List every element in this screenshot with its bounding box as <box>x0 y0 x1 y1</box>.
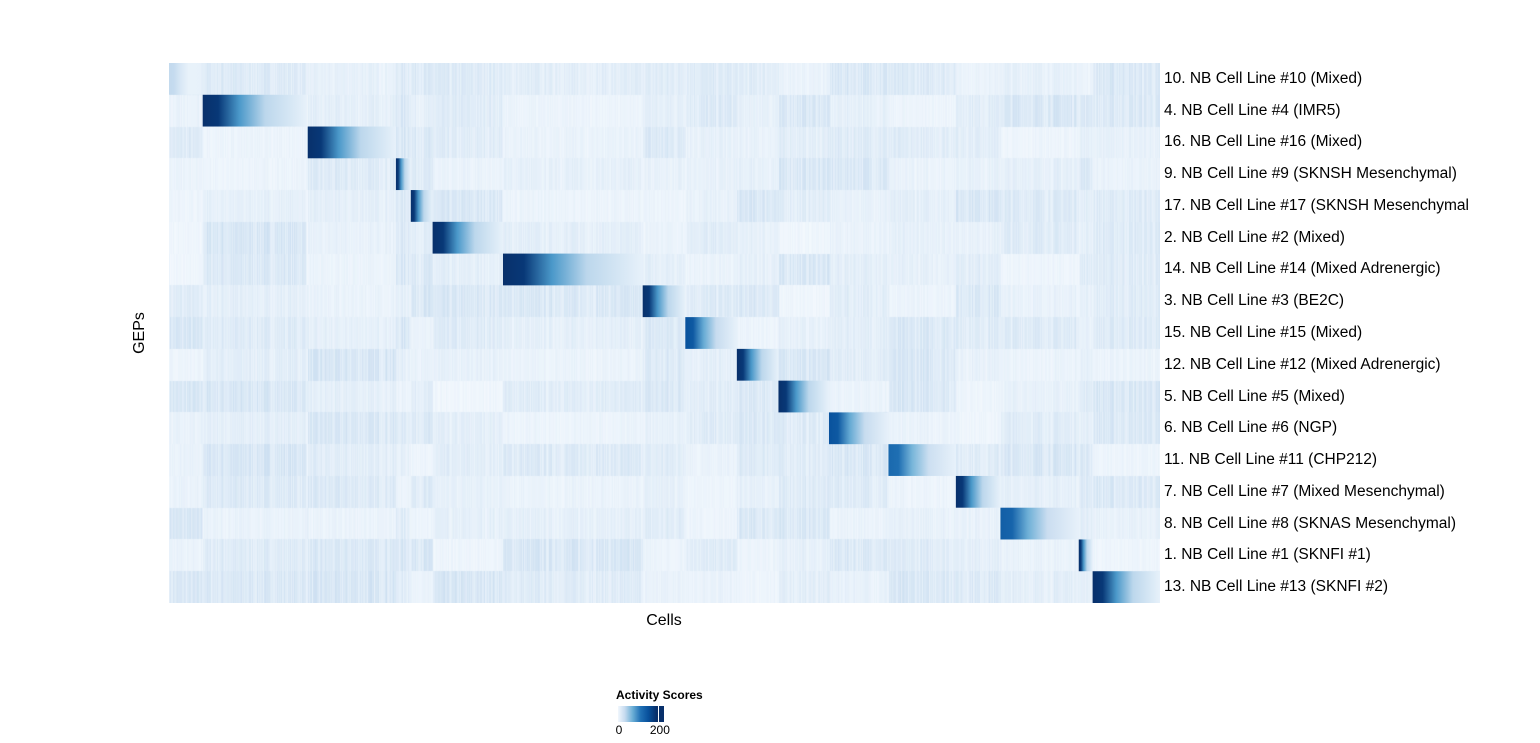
heatmap-block-5 <box>410 190 433 222</box>
row-label: 10. NB Cell Line #10 (Mixed) <box>1164 69 1363 87</box>
heatmap-block-6 <box>432 221 503 254</box>
x-axis-label: Cells <box>646 612 682 629</box>
row-label: 6. NB Cell Line #6 (NGP) <box>1164 419 1338 437</box>
row-label: 2. NB Cell Line #2 (Mixed) <box>1164 228 1345 246</box>
y-axis-label: GEPs <box>131 312 148 354</box>
row-label: 14. NB Cell Line #14 (Mixed Adrenergic) <box>1164 260 1441 278</box>
heatmap-block-3 <box>307 126 396 159</box>
heatmap-block-16 <box>1078 539 1093 572</box>
row-label: 12. NB Cell Line #12 (Mixed Adrenergic) <box>1164 355 1441 373</box>
heatmap-block-14 <box>955 475 1001 508</box>
heatmap-block-17 <box>1092 571 1160 603</box>
heatmap-blocks <box>169 63 1160 603</box>
heatmap-block-2 <box>202 94 307 127</box>
heatmap-block-12 <box>829 412 889 445</box>
legend-tick-label: 0 <box>615 723 623 737</box>
row-label: 13. NB Cell Line #13 (SKNFI #2) <box>1164 578 1388 596</box>
heatmap-block-7 <box>502 253 643 286</box>
legend-tick-label: 200 <box>649 723 670 737</box>
heatmap-block-8 <box>642 285 686 318</box>
row-label: 7. NB Cell Line #7 (Mixed Mesenchymal) <box>1164 482 1445 500</box>
row-label: 17. NB Cell Line #17 (SKNSH Mesenchymal <box>1164 196 1469 214</box>
row-label: 16. NB Cell Line #16 (Mixed) <box>1164 133 1363 151</box>
heatmap-block-4 <box>395 158 411 191</box>
legend-colorbar <box>617 706 664 722</box>
legend-tick-mark <box>617 706 618 722</box>
row-label: 8. NB Cell Line #8 (SKNAS Mesenchymal) <box>1164 514 1457 532</box>
row-label: 5. NB Cell Line #5 (Mixed) <box>1164 387 1345 405</box>
legend-title: Activity Scores <box>616 688 703 702</box>
heatmap <box>169 63 1160 603</box>
row-label: 3. NB Cell Line #3 (BE2C) <box>1164 292 1345 310</box>
heatmap-block-11 <box>778 380 830 413</box>
heatmap-block-1 <box>169 63 202 95</box>
legend-tick-mark <box>657 706 659 722</box>
row-label: 11. NB Cell Line #11 (CHP212) <box>1164 451 1378 469</box>
row-label: 4. NB Cell Line #4 (IMR5) <box>1164 101 1341 119</box>
heatmap-block-9 <box>685 317 737 349</box>
row-label: 1. NB Cell Line #1 (SKNFI #1) <box>1164 546 1371 564</box>
heatmap-block-13 <box>888 444 956 476</box>
heatmap-block-15 <box>1000 507 1079 540</box>
row-label: 15. NB Cell Line #15 (Mixed) <box>1164 324 1363 341</box>
row-label: 9. NB Cell Line #9 (SKNSH Mesenchymal) <box>1164 165 1457 183</box>
heatmap-block-10 <box>736 348 779 381</box>
